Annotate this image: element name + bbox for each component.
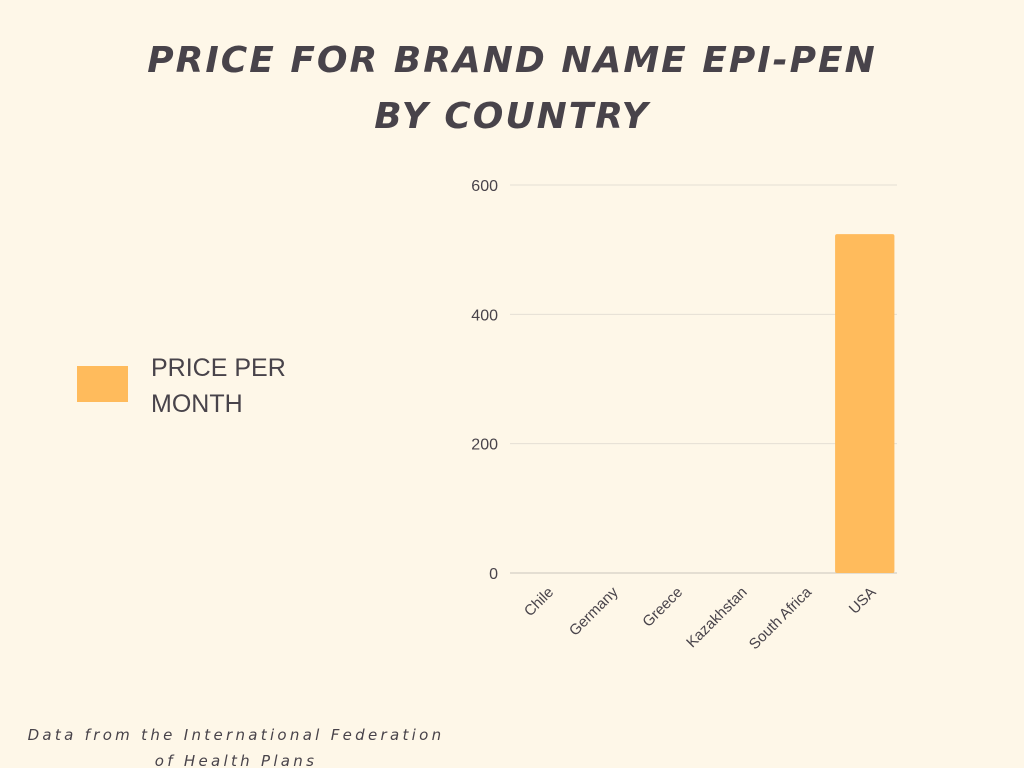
source-note-line-2: of Health Plans [154, 752, 318, 768]
x-tick-label-usa: USA [846, 584, 880, 618]
chart-title-line-2: BY COUNTRY [374, 96, 650, 137]
source-note: Data from the International Federation o… [0, 722, 472, 768]
bar-chart: 0 200 400 600 Chile Germany GreeceKazakhstanS… [471, 178, 897, 653]
chart-title: PRICE FOR BRAND NAME EPI-PEN BY COUNTRY [0, 33, 1024, 145]
source-note-line-1: Data from the International Federation [27, 726, 445, 744]
bars [835, 234, 895, 573]
x-tick-label-chile: Chile [521, 584, 557, 620]
legend-label-line-2: MONTH [151, 390, 243, 418]
chart-title-line-1: PRICE FOR BRAND NAME EPI-PEN [147, 40, 877, 81]
legend-swatch [77, 366, 128, 402]
legend-label-line-1: PRICE PER [151, 354, 286, 382]
bar-usa [835, 234, 895, 573]
y-axis-ticks: 0 200 400 600 [471, 178, 498, 583]
y-tick-label-400: 400 [471, 307, 498, 324]
x-tick-label-kazakhstan: Kazakhstan [683, 584, 750, 651]
x-tick-label-south-africa: South Africa [746, 583, 816, 653]
y-tick-label-600: 600 [471, 178, 498, 195]
gridlines [510, 184, 897, 574]
legend: PRICE PER MONTH [77, 350, 407, 420]
legend-label: PRICE PER MONTH [151, 350, 381, 422]
y-tick-label-200: 200 [471, 437, 498, 454]
y-tick-label-0: 0 [489, 566, 498, 583]
x-tick-label-greece: Greece [639, 584, 686, 631]
x-tick-label-germany: Germany [566, 583, 622, 639]
